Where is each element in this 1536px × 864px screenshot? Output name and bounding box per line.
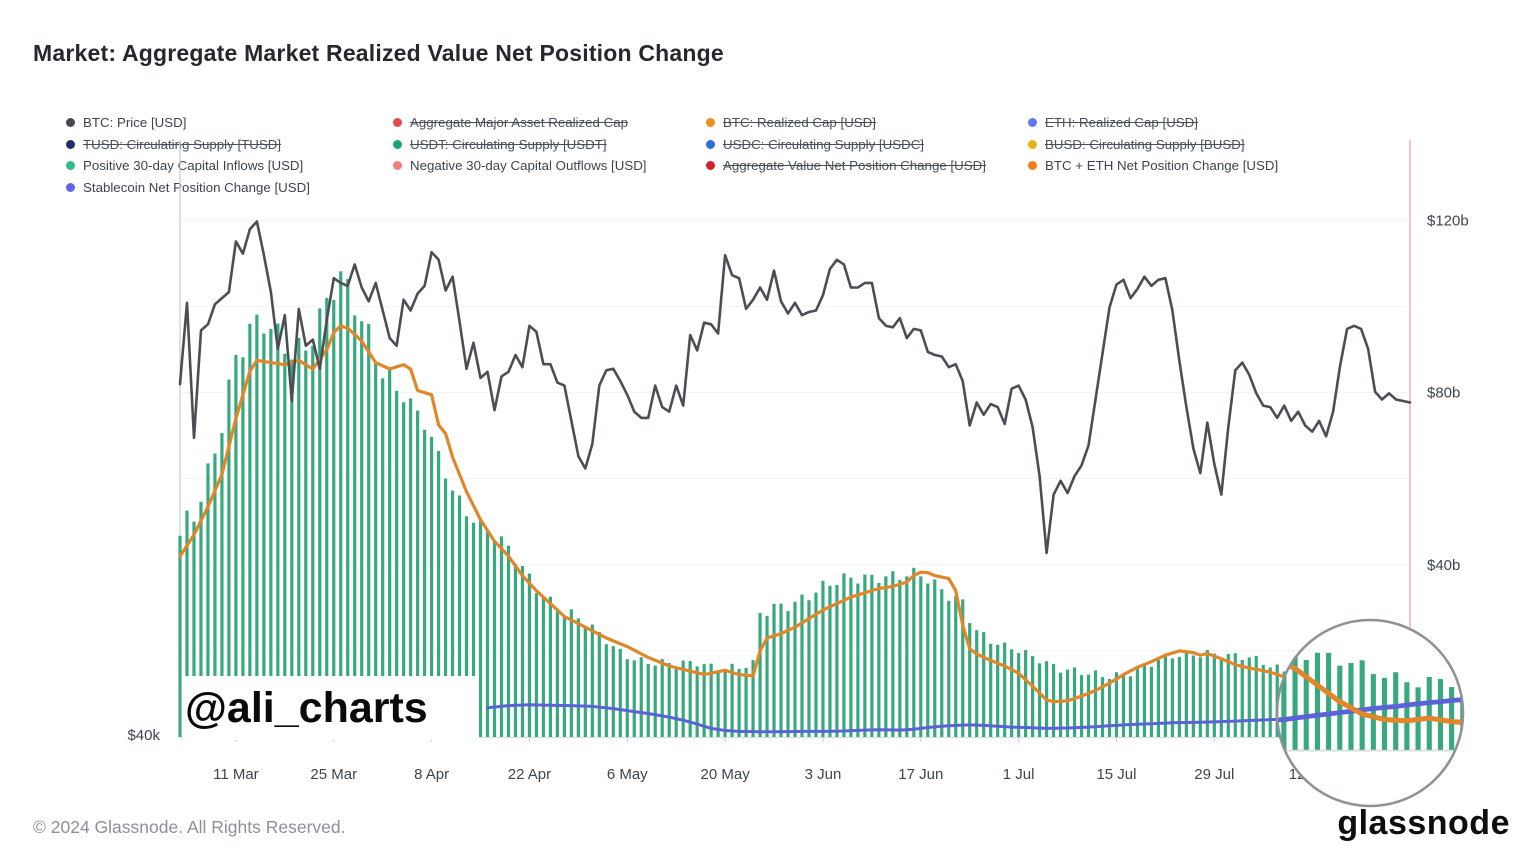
legend-item-11[interactable]: Aggregate Value Net Position Change [USD… [706, 158, 1028, 173]
svg-text:11 Mar: 11 Mar [213, 766, 259, 783]
page-title: Market: Aggregate Market Realized Value … [33, 40, 724, 66]
svg-text:22 Apr: 22 Apr [508, 766, 551, 783]
legend-dot-icon [1028, 161, 1037, 171]
axis-labels: 11 Mar 25 Mar 8 Apr 22 Apr 6 May 20 May 3 Jun 1… [127, 213, 1468, 783]
legend-dot-icon [706, 118, 715, 128]
plot-area [178, 140, 1412, 739]
watermark-text: @ali_charts [185, 683, 428, 732]
svg-text:$40b: $40b [1427, 557, 1460, 574]
legend-dot-icon [66, 139, 75, 149]
legend-dot-icon [66, 182, 75, 192]
svg-text:25 Mar: 25 Mar [310, 766, 357, 783]
svg-text:29 Jul: 29 Jul [1194, 766, 1234, 783]
magnifier-circle [1275, 618, 1465, 808]
svg-text:8 Apr: 8 Apr [414, 766, 449, 783]
legend-label: Stablecoin Net Position Change [USD] [83, 179, 310, 195]
legend-dot-icon [66, 118, 75, 128]
legend-dot-icon [393, 118, 402, 128]
legend: BTC: Price [USD] Aggregate Major Asset Re… [66, 112, 1278, 198]
legend-dot-icon [393, 161, 402, 171]
svg-text:15 Jul: 15 Jul [1096, 766, 1136, 783]
legend-dot-icon [706, 139, 715, 149]
svg-text:20 May: 20 May [701, 766, 751, 783]
legend-item-5[interactable]: TUSD: Circulating Supply [TUSD] [66, 137, 393, 152]
watermark: @ali_charts [183, 676, 479, 740]
legend-item-12[interactable]: BTC + ETH Net Position Change [USD] [1028, 158, 1278, 173]
legend-label: BTC: Price [USD] [83, 115, 187, 131]
legend-label: Aggregate Value Net Position Change [USD… [723, 158, 986, 174]
legend-item-1[interactable]: BTC: Price [USD] [66, 115, 393, 130]
legend-item-3[interactable]: BTC: Realized Cap [USD] [706, 115, 1028, 130]
legend-label: USDT: Circulating Supply [USDT] [410, 136, 607, 152]
svg-text:$120b: $120b [1427, 213, 1469, 230]
legend-label: Negative 30-day Capital Outflows [USD] [410, 158, 647, 174]
legend-item-13[interactable]: Stablecoin Net Position Change [USD] [66, 180, 393, 195]
legend-item-10[interactable]: Negative 30-day Capital Outflows [USD] [393, 158, 706, 173]
svg-text:3 Jun: 3 Jun [805, 766, 842, 783]
legend-dot-icon [1028, 118, 1037, 128]
copyright-text: © 2024 Glassnode. All Rights Reserved. [33, 817, 346, 837]
magnifier-content [1277, 620, 1463, 752]
legend-item-7[interactable]: USDC: Circulating Supply [USDC] [706, 137, 1028, 152]
legend-label: BTC + ETH Net Position Change [USD] [1045, 158, 1279, 174]
legend-dot-icon [1028, 139, 1037, 149]
svg-text:$80b: $80b [1427, 385, 1460, 402]
legend-item-2[interactable]: Aggregate Major Asset Realized Cap [393, 115, 706, 130]
legend-label: ETH: Realized Cap [USD] [1045, 115, 1198, 131]
legend-label: USDC: Circulating Supply [USDC] [723, 136, 924, 152]
glassnode-logo: glassnode [1337, 804, 1510, 842]
legend-item-9[interactable]: Positive 30-day Capital Inflows [USD] [66, 158, 393, 173]
svg-text:$40k: $40k [127, 727, 160, 744]
legend-label: Aggregate Major Asset Realized Cap [410, 115, 629, 131]
legend-label: TUSD: Circulating Supply [TUSD] [83, 136, 282, 152]
svg-text:6 May: 6 May [607, 766, 648, 783]
legend-item-6[interactable]: USDT: Circulating Supply [USDT] [393, 137, 706, 152]
legend-label: Positive 30-day Capital Inflows [USD] [83, 158, 304, 174]
legend-label: BTC: Realized Cap [USD] [723, 115, 876, 131]
legend-dot-icon [66, 161, 75, 171]
legend-dot-icon [393, 139, 402, 149]
legend-label: BUSD: Circulating Supply [BUSD] [1045, 136, 1245, 152]
legend-dot-icon [706, 161, 715, 171]
legend-item-4[interactable]: ETH: Realized Cap [USD] [1028, 115, 1278, 130]
legend-item-8[interactable]: BUSD: Circulating Supply [BUSD] [1028, 137, 1278, 152]
svg-text:17 Jun: 17 Jun [898, 766, 943, 783]
svg-text:1 Jul: 1 Jul [1003, 766, 1035, 783]
